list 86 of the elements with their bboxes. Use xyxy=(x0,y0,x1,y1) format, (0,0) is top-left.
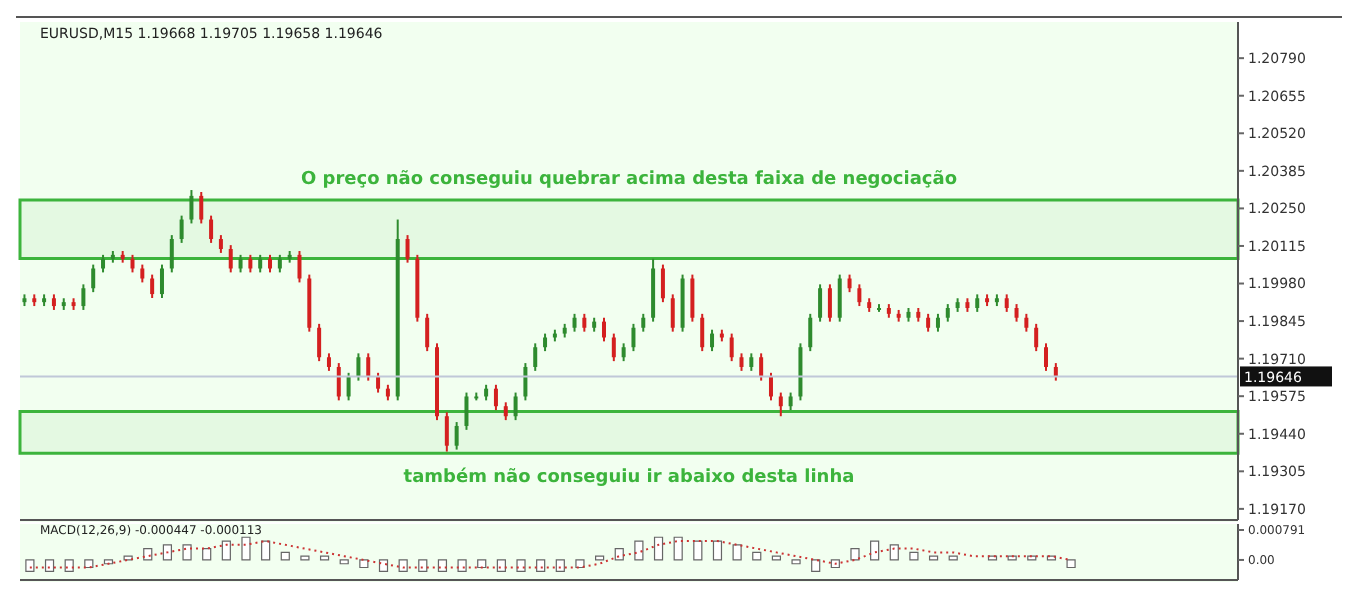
candlestick xyxy=(169,234,174,274)
candlestick xyxy=(523,362,528,402)
bar xyxy=(712,540,723,561)
candlestick xyxy=(91,263,96,294)
bar xyxy=(457,559,467,572)
candlestick xyxy=(827,283,832,323)
bar xyxy=(496,559,506,572)
bar xyxy=(162,544,173,561)
bar xyxy=(634,540,644,561)
bar xyxy=(732,544,742,561)
candlestick xyxy=(808,312,813,353)
line-series xyxy=(28,540,1073,569)
candlestick xyxy=(159,263,164,299)
bar xyxy=(241,536,251,561)
bar xyxy=(555,559,565,572)
bar xyxy=(614,547,624,561)
bar xyxy=(143,547,153,561)
candlestick xyxy=(837,273,842,323)
candlestick xyxy=(317,322,322,363)
bar xyxy=(418,559,428,572)
band-label: O preço não conseguiu quebrar acima desta faixa de negociação xyxy=(300,170,958,191)
bar xyxy=(437,559,448,572)
bar xyxy=(889,544,899,561)
candlestick xyxy=(611,332,616,363)
candlestick xyxy=(444,411,449,453)
candlestick xyxy=(228,244,233,274)
bar xyxy=(359,559,369,569)
candlestick xyxy=(150,273,155,299)
candlestick xyxy=(199,190,204,225)
candlestick xyxy=(818,283,823,323)
candlestick xyxy=(1034,322,1039,353)
candlestick xyxy=(768,371,773,402)
bar xyxy=(536,559,546,572)
candlestick xyxy=(179,214,184,244)
bar xyxy=(84,559,94,569)
candlestick xyxy=(670,293,675,333)
candlestick xyxy=(425,312,430,353)
bar xyxy=(398,559,408,572)
candlestick xyxy=(690,273,695,323)
bar xyxy=(811,559,821,572)
bar xyxy=(1066,559,1076,569)
bar xyxy=(693,540,703,561)
candlestick xyxy=(660,263,665,304)
candlestick xyxy=(729,332,734,363)
bar xyxy=(182,544,192,561)
bar xyxy=(653,536,664,561)
candlestick xyxy=(346,371,351,402)
candlestick xyxy=(209,214,214,244)
candlestick xyxy=(356,352,361,382)
candlestick xyxy=(700,312,705,353)
bar xyxy=(477,559,487,569)
candlestick xyxy=(857,283,862,308)
candlestick xyxy=(336,362,341,402)
bar xyxy=(221,540,231,561)
candlestick xyxy=(454,421,459,451)
bar xyxy=(261,540,271,561)
candlestick xyxy=(464,391,469,431)
bar xyxy=(202,547,212,561)
bar xyxy=(870,540,880,561)
bar xyxy=(830,559,840,569)
bar xyxy=(575,559,585,569)
candlestick xyxy=(710,328,715,353)
candlestick xyxy=(513,391,518,422)
candlestick xyxy=(297,249,302,284)
candlestick xyxy=(493,383,498,412)
candlestick xyxy=(189,189,194,225)
bar xyxy=(850,547,860,561)
bar xyxy=(909,551,919,561)
candlestick xyxy=(1044,342,1048,372)
candlestick xyxy=(601,316,606,343)
candlestick xyxy=(533,342,538,372)
candlestick xyxy=(759,352,764,382)
bar xyxy=(378,559,389,572)
bar xyxy=(280,551,290,561)
candlestick xyxy=(366,352,371,382)
band-label: também não conseguiu ir abaixo desta linha xyxy=(403,466,855,489)
candlestick xyxy=(376,371,381,394)
candlestick xyxy=(631,322,636,353)
bar xyxy=(64,559,74,572)
candlestick xyxy=(81,283,86,311)
bar xyxy=(44,559,55,572)
bar xyxy=(25,559,35,572)
candlestick xyxy=(778,391,783,418)
bar xyxy=(673,536,683,561)
candlestick xyxy=(405,234,410,264)
bar xyxy=(752,551,762,561)
